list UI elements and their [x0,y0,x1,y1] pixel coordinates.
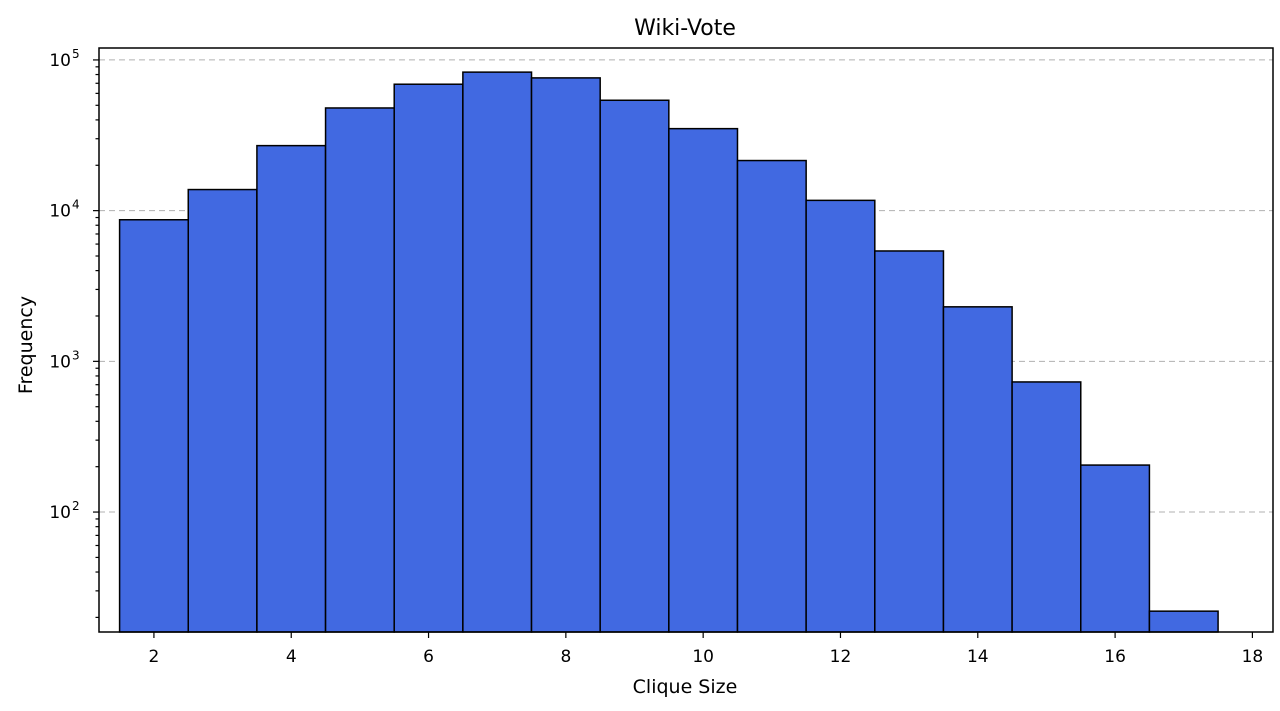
bars [118,71,1219,633]
histogram-bar [736,159,807,633]
histogram-bar [805,199,876,633]
y-tick-exponent: 4 [72,198,80,212]
x-tick-label: 16 [1104,647,1126,667]
histogram-bar [668,127,739,633]
y-tick-label: 104 [49,198,79,222]
histogram-bar [256,144,327,633]
x-tick-label: 2 [149,647,160,667]
histogram-bar [393,83,464,633]
x-tick-label: 14 [967,647,989,667]
x-tick-label: 8 [560,647,571,667]
x-tick-label: 18 [1242,647,1264,667]
y-tick-exponent: 2 [72,499,80,513]
plot-frame [98,47,1274,633]
y-tick-label: 102 [49,499,79,523]
x-axis-ticks: 2 4 6 8 10 12 14 16 18 [149,632,1264,667]
histogram-bar [874,250,945,633]
y-tick-label: 103 [49,348,79,372]
x-tick-label: 4 [286,647,297,667]
x-tick-label: 6 [423,647,434,667]
histogram-bar [1080,464,1151,633]
x-axis-label: Clique Size [633,676,738,698]
x-tick-label: 10 [692,647,714,667]
y-tick-exponent: 5 [72,47,80,61]
histogram-bar [1011,381,1082,633]
histogram-bar [530,77,601,633]
y-tick-label: 105 [49,47,79,71]
histogram-bar [187,188,258,633]
x-tick-label: 12 [830,647,852,667]
y-axis-label: Frequency [15,296,37,394]
y-tick-exponent: 3 [72,348,80,362]
histogram-bar [462,71,533,633]
histogram-bar [1148,610,1219,633]
histogram-bar [118,219,190,633]
histogram-bar [324,107,395,633]
chart-title: Wiki-Vote [634,16,736,41]
y-axis-ticks: 102 103 104 105 [49,47,99,618]
histogram-bar [599,99,670,633]
histogram-bar [942,306,1013,633]
